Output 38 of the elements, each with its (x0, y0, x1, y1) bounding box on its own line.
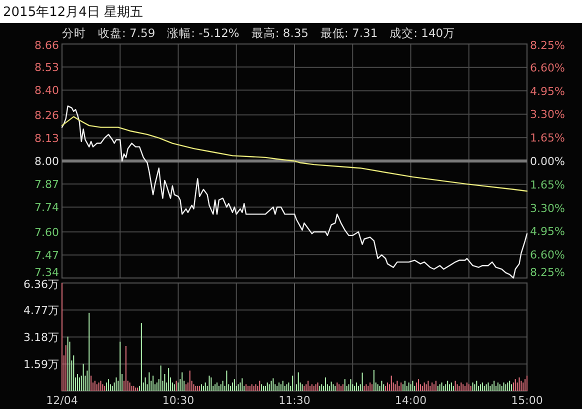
x-tick-label: 11:30 (278, 394, 310, 407)
x-tick-label: 12/04 (46, 394, 78, 407)
x-tick-label: 14:00 (394, 394, 427, 407)
y2-tick-label: 1.65% (530, 132, 565, 145)
y2-tick-label: 4.95% (530, 84, 565, 98)
y2-tick-label: 6.60% (530, 248, 565, 262)
y-tick-label: 8.26 (34, 108, 59, 122)
text: 涨幅: -5.12% (167, 26, 240, 40)
x-tick-label: 15:00 (511, 394, 543, 407)
y-tick-label: 4.77万 (24, 304, 59, 317)
y2-tick-label: 0.00% (530, 155, 565, 168)
text: 最高: 8.35 (251, 26, 308, 40)
y-tick-label: 7.34 (34, 266, 59, 279)
y2-tick-label: 8.25% (530, 266, 565, 279)
y2-tick-label: 3.30% (530, 108, 565, 122)
text: 分时 (62, 26, 86, 40)
y-tick-label: 8.00 (34, 155, 59, 168)
y2-tick-label: 6.60% (530, 61, 565, 74)
y-tick-label: 6.36万 (24, 278, 59, 291)
y2-tick-label: 4.95% (530, 225, 565, 238)
y-tick-label: 8.66 (34, 39, 59, 52)
y-tick-label: 7.74 (34, 201, 59, 214)
y2-tick-label: 3.30% (530, 202, 565, 215)
y2-tick-label: 8.25% (530, 39, 565, 52)
y-tick-label: 7.47 (34, 248, 59, 262)
y-tick-label: 8.13 (34, 132, 59, 145)
text: 最低: 7.31 (320, 26, 378, 40)
text: 成交: 140万 (390, 26, 456, 40)
y-tick-label: 8.53 (34, 61, 59, 74)
y-tick-label: 3.18万 (24, 331, 59, 344)
chart-title: 2015年12月4日 星期五 (3, 5, 144, 20)
y-tick-label: 8.40 (34, 84, 59, 98)
text: 收盘: 7.59 (98, 26, 156, 40)
y-tick-label: 7.87 (34, 178, 59, 192)
x-tick-label: 10:30 (162, 394, 194, 407)
y-tick-label: 1.59万 (24, 358, 59, 371)
y-tick-label: 7.60 (34, 226, 59, 239)
y2-tick-label: 1.65% (530, 178, 565, 192)
